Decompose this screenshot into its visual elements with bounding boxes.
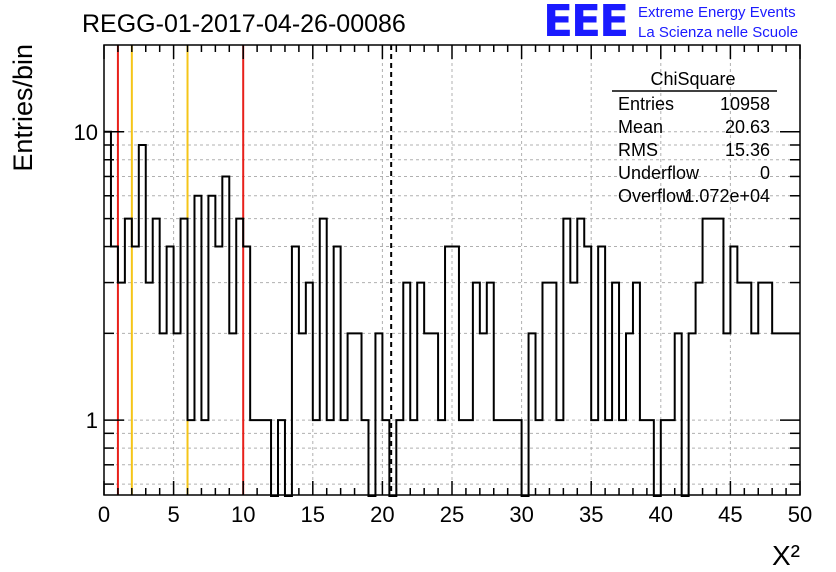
x-tick-label: 25	[440, 502, 464, 527]
axis-ticks	[103, 45, 801, 495]
y-tick-labels: 1 10	[74, 120, 98, 433]
stats-row-value: 10958	[720, 94, 770, 114]
histogram-step-line	[104, 130, 800, 497]
chart-title: REGG-01-2017-04-26-00086	[82, 10, 406, 38]
stats-box: ChiSquare Entries 10958 Mean 20.63 RMS 15.36 U…	[612, 69, 777, 206]
x-tick-label: 50	[788, 502, 812, 527]
stats-row-label: RMS	[618, 140, 658, 160]
x-axis-label: X²	[772, 540, 800, 571]
x-tick-label: 10	[231, 502, 255, 527]
y-tick-label: 10	[74, 120, 98, 145]
x-tick-label: 15	[301, 502, 325, 527]
stats-row-label: Entries	[618, 94, 674, 114]
stats-row-value: 0	[760, 163, 770, 183]
stats-row-value: 20.63	[725, 117, 770, 137]
x-tick-labels: 0 5 10 15 20 25 30 35 40 45 50	[98, 502, 812, 527]
stats-box-name: ChiSquare	[650, 69, 735, 89]
eee-logo-mark: EEE	[543, 0, 629, 47]
x-tick-label: 30	[509, 502, 533, 527]
x-tick-label: 20	[370, 502, 394, 527]
stats-row-label: Overflow	[618, 186, 690, 206]
y-axis-label: Entries/bin	[8, 44, 38, 172]
x-tick-label: 35	[579, 502, 603, 527]
stats-row-value: 1.072e+04	[684, 186, 770, 206]
eee-logo-line2: La Scienza nelle Scuole	[638, 24, 799, 41]
y-tick-label: 1	[86, 408, 98, 433]
x-tick-label: 45	[718, 502, 742, 527]
x-tick-label: 5	[167, 502, 179, 527]
x-tick-label: 0	[98, 502, 110, 527]
eee-logo-line1: Extreme Energy Events	[638, 4, 796, 21]
stats-row-label: Underflow	[618, 163, 700, 183]
stats-row-value: 15.36	[725, 140, 770, 160]
stats-row-label: Mean	[618, 117, 663, 137]
eee-logo: EEE Extreme Energy Events La Scienza nel…	[543, 0, 833, 48]
x-tick-label: 40	[649, 502, 673, 527]
